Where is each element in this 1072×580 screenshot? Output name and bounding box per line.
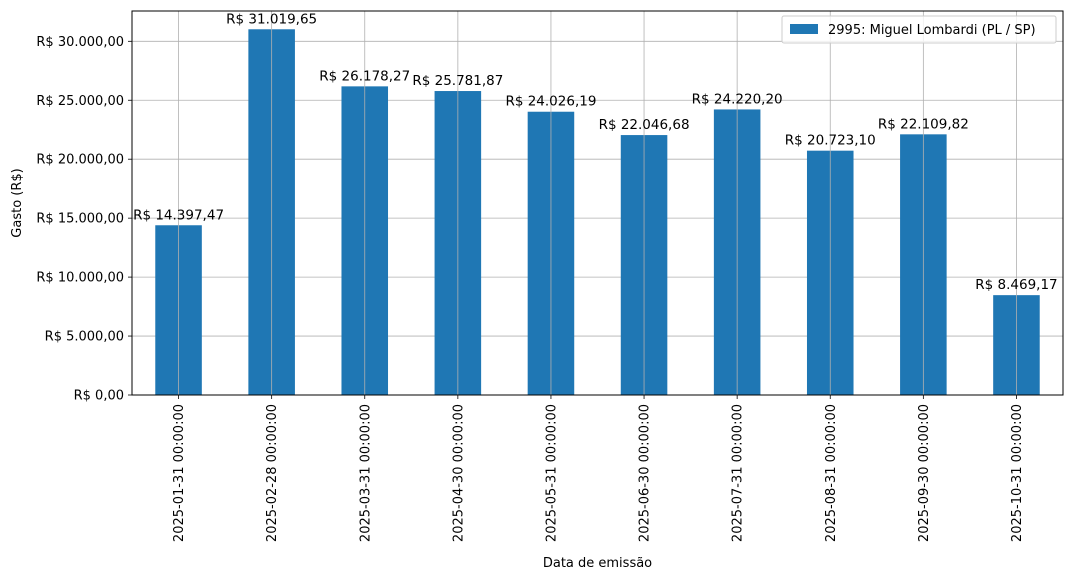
x-tick-label: 2025-02-28 00:00:00 xyxy=(265,404,280,542)
bar-value-label: R$ 20.723,10 xyxy=(785,133,876,149)
plot-frame xyxy=(131,10,1064,396)
x-tick-label: 2025-09-30 00:00:00 xyxy=(917,404,932,542)
x-tick-label: 2025-05-31 00:00:00 xyxy=(544,404,559,542)
x-tick-label: 2025-07-31 00:00:00 xyxy=(731,404,746,542)
y-tick-label: R$ 5.000,00 xyxy=(45,330,124,345)
y-tick-label: R$ 30.000,00 xyxy=(36,35,124,50)
x-tick-label: 2025-04-30 00:00:00 xyxy=(451,404,466,542)
x-axis-label: Data de emissão xyxy=(543,556,652,571)
y-tick-label: R$ 0,00 xyxy=(74,389,124,404)
bar-value-label: R$ 22.046,68 xyxy=(599,117,690,133)
bar-value-label: R$ 22.109,82 xyxy=(878,116,969,132)
y-tick-label: R$ 15.000,00 xyxy=(36,212,124,227)
bar-value-label: R$ 14.397,47 xyxy=(133,207,224,223)
legend: 2995: Miguel Lombardi (PL / SP) xyxy=(781,15,1057,44)
bar-value-label: R$ 25.781,87 xyxy=(412,73,503,89)
bar-value-label: R$ 26.178,27 xyxy=(319,68,410,84)
bars xyxy=(155,29,1040,396)
x-tick-label: 2025-01-31 00:00:00 xyxy=(172,404,187,542)
y-tick-label: R$ 20.000,00 xyxy=(36,153,124,168)
bar-value-labels: R$ 14.397,47R$ 31.019,65R$ 26.178,27 R$ 2… xyxy=(133,11,1058,293)
vertical-grid xyxy=(178,11,1017,395)
x-tick-label: 2025-03-31 00:00:00 xyxy=(358,404,373,542)
y-axis-label: Gasto (R$) xyxy=(10,168,25,237)
bar-value-label: R$ 8.469,17 xyxy=(975,277,1057,293)
x-tick-label: 2025-10-31 00:00:00 xyxy=(1010,404,1025,542)
legend-swatch xyxy=(790,24,818,34)
legend-label: 2995: Miguel Lombardi (PL / SP) xyxy=(828,23,1036,38)
y-axis-ticks: R$ 0,00 R$ 5.000,00 R$ 10.000,00 R$ 15.000,… xyxy=(36,35,132,404)
legend-box xyxy=(781,15,1057,44)
x-tick-label: 2025-08-31 00:00:00 xyxy=(824,404,839,542)
y-tick-label: R$ 25.000,00 xyxy=(36,94,124,109)
bar-value-label: R$ 24.026,19 xyxy=(505,94,596,110)
bar-value-label: R$ 24.220,20 xyxy=(692,91,783,107)
x-tick-label: 2025-06-30 00:00:00 xyxy=(638,404,653,542)
y-tick-label: R$ 10.000,00 xyxy=(36,271,124,286)
bar-value-label: R$ 31.019,65 xyxy=(226,11,317,27)
x-axis-ticks: 2025-01-31 00:00:00 2025-02-28 00:00:00 20… xyxy=(172,395,1025,542)
